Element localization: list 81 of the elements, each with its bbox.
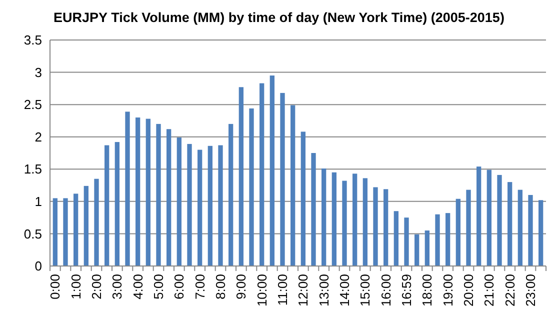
bar — [384, 189, 388, 266]
bar — [466, 190, 471, 266]
bar — [497, 174, 502, 266]
x-tick-label: 9:00 — [234, 274, 249, 300]
bar — [94, 178, 99, 266]
x-tick-label: 1:00 — [68, 274, 84, 300]
x-tick-label: 8:00 — [213, 274, 228, 300]
x-tick-label: 0:00 — [48, 274, 63, 300]
bar — [373, 187, 378, 266]
bar — [414, 234, 420, 266]
bar — [446, 213, 450, 266]
bar — [114, 142, 120, 266]
bar — [270, 76, 274, 266]
bar — [332, 172, 336, 266]
bar — [136, 117, 140, 266]
bar — [249, 108, 254, 266]
bar — [104, 145, 110, 266]
x-tick-label: 15:00 — [358, 274, 373, 307]
x-tick-label: 19:00 — [440, 274, 456, 307]
y-tick-label: 0.5 — [24, 226, 42, 242]
bar — [52, 198, 58, 266]
bar — [156, 124, 161, 266]
x-tick-label: 13:00 — [316, 274, 332, 307]
bar — [125, 112, 130, 266]
x-tick-label: 7:00 — [192, 274, 208, 300]
bar — [424, 230, 430, 266]
bar — [280, 92, 285, 266]
bar — [208, 146, 212, 266]
bar — [311, 153, 316, 266]
bar — [238, 87, 244, 266]
bar — [228, 124, 234, 266]
bar — [456, 198, 460, 266]
x-tick-label: 2:00 — [89, 274, 104, 300]
bar — [352, 174, 358, 266]
bar — [394, 211, 398, 266]
bar — [528, 194, 533, 266]
y-tick-label: 2 — [34, 129, 42, 144]
x-tick-label: 12:00 — [296, 274, 311, 307]
bar — [518, 190, 522, 266]
x-tick-label: 10:00 — [254, 274, 270, 307]
bar — [404, 218, 409, 266]
y-tick-label: 2.5 — [24, 97, 42, 112]
x-tick-label: 4:00 — [130, 274, 146, 300]
x-tick-label: 23:00 — [523, 274, 538, 307]
x-tick-label: 22:00 — [502, 274, 518, 307]
x-tick-label: 5:00 — [151, 274, 166, 300]
bar — [322, 168, 326, 266]
bar — [146, 118, 150, 266]
x-tick-label: 16:00 — [378, 274, 394, 307]
y-tick-label: 1 — [34, 194, 42, 209]
bar — [74, 194, 78, 266]
bar — [166, 129, 172, 266]
bar — [63, 198, 68, 266]
bar — [176, 138, 182, 266]
bar — [260, 83, 264, 266]
y-tick-label: 3 — [34, 64, 42, 80]
bar — [187, 144, 192, 266]
chart-title: EURJPY Tick Volume (MM) by time of day (New York Time) (2005-2015) — [54, 10, 504, 25]
bar — [300, 132, 306, 266]
bar — [362, 178, 368, 266]
bar — [476, 166, 482, 266]
bar — [508, 182, 512, 266]
bar — [218, 145, 223, 266]
bar — [84, 186, 88, 266]
bar — [198, 150, 202, 266]
bar — [486, 170, 492, 266]
y-tick-label: 0 — [34, 258, 42, 274]
x-tick-label: 16:59 — [399, 274, 414, 307]
x-tick-label: 18:00 — [420, 274, 435, 307]
y-tick-label: 1.5 — [24, 162, 42, 177]
bar — [342, 180, 347, 266]
y-tick-label: 3.5 — [24, 32, 42, 48]
x-tick-label: 20:00 — [461, 274, 476, 307]
bar — [290, 105, 296, 266]
x-tick-label: 11:00 — [275, 274, 290, 306]
bar — [435, 214, 440, 266]
bar — [538, 200, 544, 266]
x-tick-label: 3:00 — [110, 274, 125, 300]
x-tick-label: 21:00 — [482, 274, 497, 307]
x-tick-label: 6:00 — [172, 274, 187, 300]
x-tick-label: 14:00 — [337, 274, 352, 307]
